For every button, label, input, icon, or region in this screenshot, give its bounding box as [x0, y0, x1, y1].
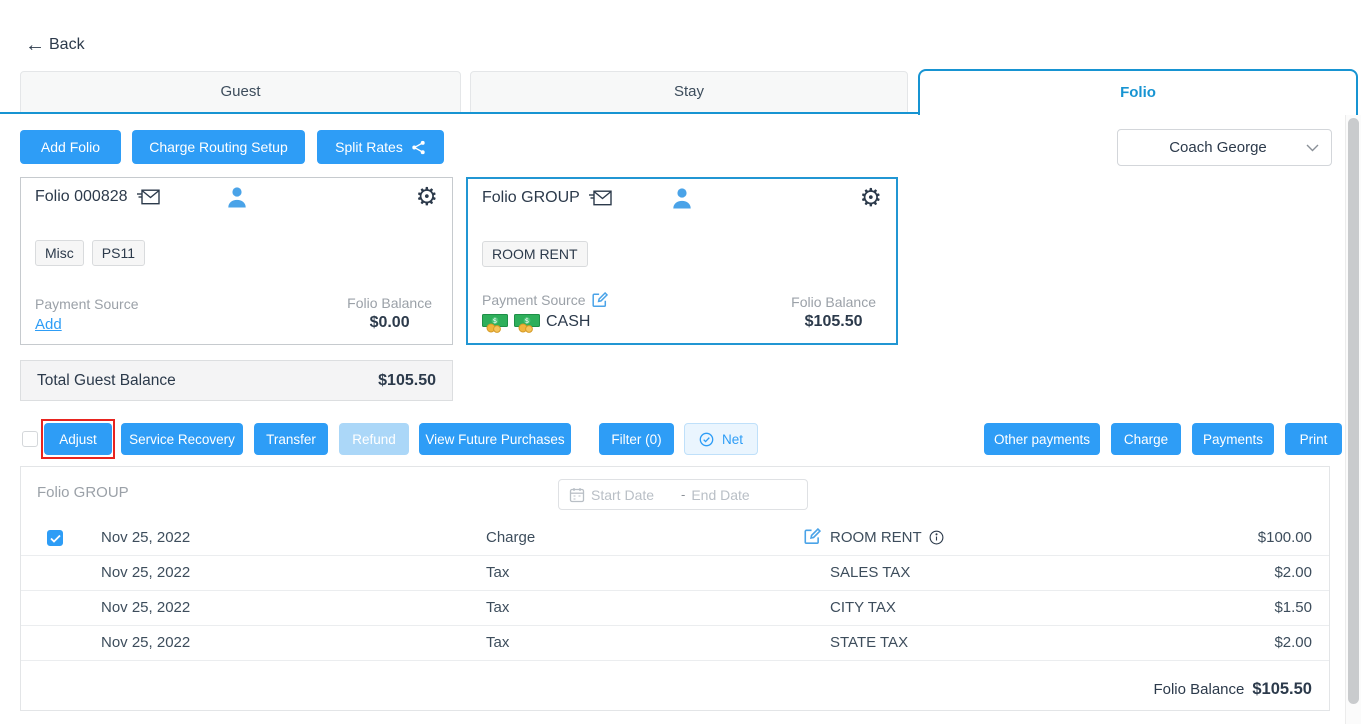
folio-balance-value: $0.00 — [369, 314, 410, 331]
split-rates-label: Split Rates — [335, 139, 403, 155]
folio-tag: PS11 — [91, 240, 145, 266]
edit-payment-source-icon[interactable] — [591, 292, 608, 308]
row-type: Charge — [486, 529, 536, 546]
ledger-title: Folio GROUP — [37, 484, 129, 501]
folio-card-000828[interactable]: Folio 000828 ⚙ Misc PS11 Payment Source … — [20, 177, 453, 345]
date-range-separator: - — [681, 487, 686, 502]
split-rates-button[interactable]: Split Rates — [317, 130, 444, 164]
folio-balance-value: $105.50 — [804, 313, 863, 330]
charge-button[interactable]: Charge — [1111, 423, 1181, 455]
calendar-icon — [569, 487, 585, 503]
adjust-highlight-box — [41, 419, 115, 459]
ledger-footer-label: Folio Balance — [1153, 681, 1245, 698]
add-payment-source-link[interactable]: Add — [35, 316, 62, 333]
guest-person-icon[interactable] — [673, 187, 692, 209]
row-amount: $1.50 — [1274, 599, 1312, 616]
folio-balance-label: Folio Balance — [791, 294, 876, 310]
svg-text:$: $ — [525, 317, 529, 325]
service-recovery-button[interactable]: Service Recovery — [121, 423, 243, 455]
ledger-row-room-rent[interactable]: Nov 25, 2022 Charge ROOM RENT $100.00 — [21, 521, 1329, 556]
folio-tag: Misc — [35, 240, 84, 266]
ledger-footer-value: $105.50 — [1252, 680, 1312, 698]
mail-envelope-icon[interactable] — [136, 189, 160, 205]
svg-text:$: $ — [493, 317, 497, 325]
guest-person-icon[interactable] — [227, 186, 246, 208]
add-folio-button[interactable]: Add Folio — [20, 130, 121, 164]
folio-settings-gear-icon[interactable]: ⚙ — [859, 183, 882, 212]
tab-guest[interactable]: Guest — [20, 71, 461, 113]
payments-button[interactable]: Payments — [1192, 423, 1274, 455]
guest-selector-value: Coach George — [1169, 139, 1267, 156]
back-arrow-icon: ← — [25, 34, 45, 56]
select-all-checkbox[interactable] — [22, 431, 38, 447]
net-label: Net — [721, 431, 743, 447]
payment-source-label: Payment Source — [35, 296, 139, 312]
share-icon — [411, 140, 426, 155]
row-description: CITY TAX — [830, 599, 896, 616]
net-toggle-button[interactable]: Net — [684, 423, 758, 455]
mail-envelope-icon[interactable] — [588, 190, 612, 206]
ledger-footer: Folio Balance $105.50 — [1153, 680, 1312, 699]
payment-source-label: Payment Source — [482, 292, 586, 308]
folio-title: Folio 000828 — [35, 188, 128, 205]
filter-button[interactable]: Filter (0) — [599, 423, 674, 455]
row-description: ROOM RENT — [830, 529, 922, 546]
payment-method-value: CASH — [546, 313, 591, 330]
row-type: Tax — [486, 634, 510, 651]
ledger-row-sales-tax[interactable]: Nov 25, 2022 Tax SALES TAX $2.00 — [21, 556, 1329, 591]
start-date-input[interactable] — [591, 486, 675, 503]
folio-title: Folio GROUP — [482, 189, 580, 206]
row-amount: $100.00 — [1257, 529, 1312, 546]
tab-stay[interactable]: Stay — [470, 71, 908, 113]
other-payments-button[interactable]: Other payments — [984, 423, 1100, 455]
info-icon[interactable] — [929, 530, 944, 545]
chevron-down-icon — [1306, 144, 1319, 152]
row-date: Nov 25, 2022 — [101, 564, 191, 581]
folio-settings-gear-icon[interactable]: ⚙ — [415, 182, 438, 211]
row-description: SALES TAX — [830, 564, 911, 581]
adjust-button[interactable]: Adjust — [44, 423, 112, 455]
row-date: Nov 25, 2022 — [101, 529, 191, 546]
back-label: Back — [49, 36, 85, 53]
folio-tag: ROOM RENT — [482, 241, 588, 267]
edit-charge-icon[interactable] — [804, 528, 821, 545]
back-link[interactable]: ← Back — [25, 34, 85, 56]
row-type: Tax — [486, 564, 510, 581]
row-date: Nov 25, 2022 — [101, 599, 191, 616]
date-range-picker[interactable]: - — [558, 479, 808, 510]
row-type: Tax — [486, 599, 510, 616]
tab-underline — [0, 112, 919, 114]
folio-balance-label: Folio Balance — [347, 295, 432, 311]
view-future-purchases-button[interactable]: View Future Purchases — [419, 423, 571, 455]
charge-routing-setup-button[interactable]: Charge Routing Setup — [132, 130, 305, 164]
ledger-row-city-tax[interactable]: Nov 25, 2022 Tax CITY TAX $1.50 — [21, 591, 1329, 626]
guest-selector-dropdown[interactable]: Coach George — [1117, 129, 1332, 166]
scrollbar-thumb[interactable] — [1348, 118, 1359, 704]
check-circle-icon — [699, 432, 714, 447]
total-guest-balance-bar: Total Guest Balance $105.50 — [20, 360, 453, 401]
folio-card-group[interactable]: Folio GROUP ⚙ ROOM RENT Payment Source $… — [466, 177, 898, 345]
print-button[interactable]: Print — [1285, 423, 1342, 455]
cash-icon: $ — [514, 311, 540, 333]
folio-ledger-table: Folio GROUP - Nov 25, 2022 Charge ROOM R… — [20, 466, 1330, 711]
row-date: Nov 25, 2022 — [101, 634, 191, 651]
row-amount: $2.00 — [1274, 634, 1312, 651]
ledger-row-state-tax[interactable]: Nov 25, 2022 Tax STATE TAX $2.00 — [21, 626, 1329, 661]
total-guest-balance-value: $105.50 — [378, 371, 436, 389]
row-amount: $2.00 — [1274, 564, 1312, 581]
row-checkbox[interactable] — [47, 530, 63, 546]
row-description: STATE TAX — [830, 634, 909, 651]
cash-icon: $ — [482, 311, 508, 333]
tab-folio[interactable]: Folio — [918, 69, 1358, 115]
refund-button: Refund — [339, 423, 409, 455]
end-date-input[interactable] — [691, 486, 776, 503]
transfer-button[interactable]: Transfer — [254, 423, 328, 455]
total-guest-balance-label: Total Guest Balance — [37, 371, 176, 389]
